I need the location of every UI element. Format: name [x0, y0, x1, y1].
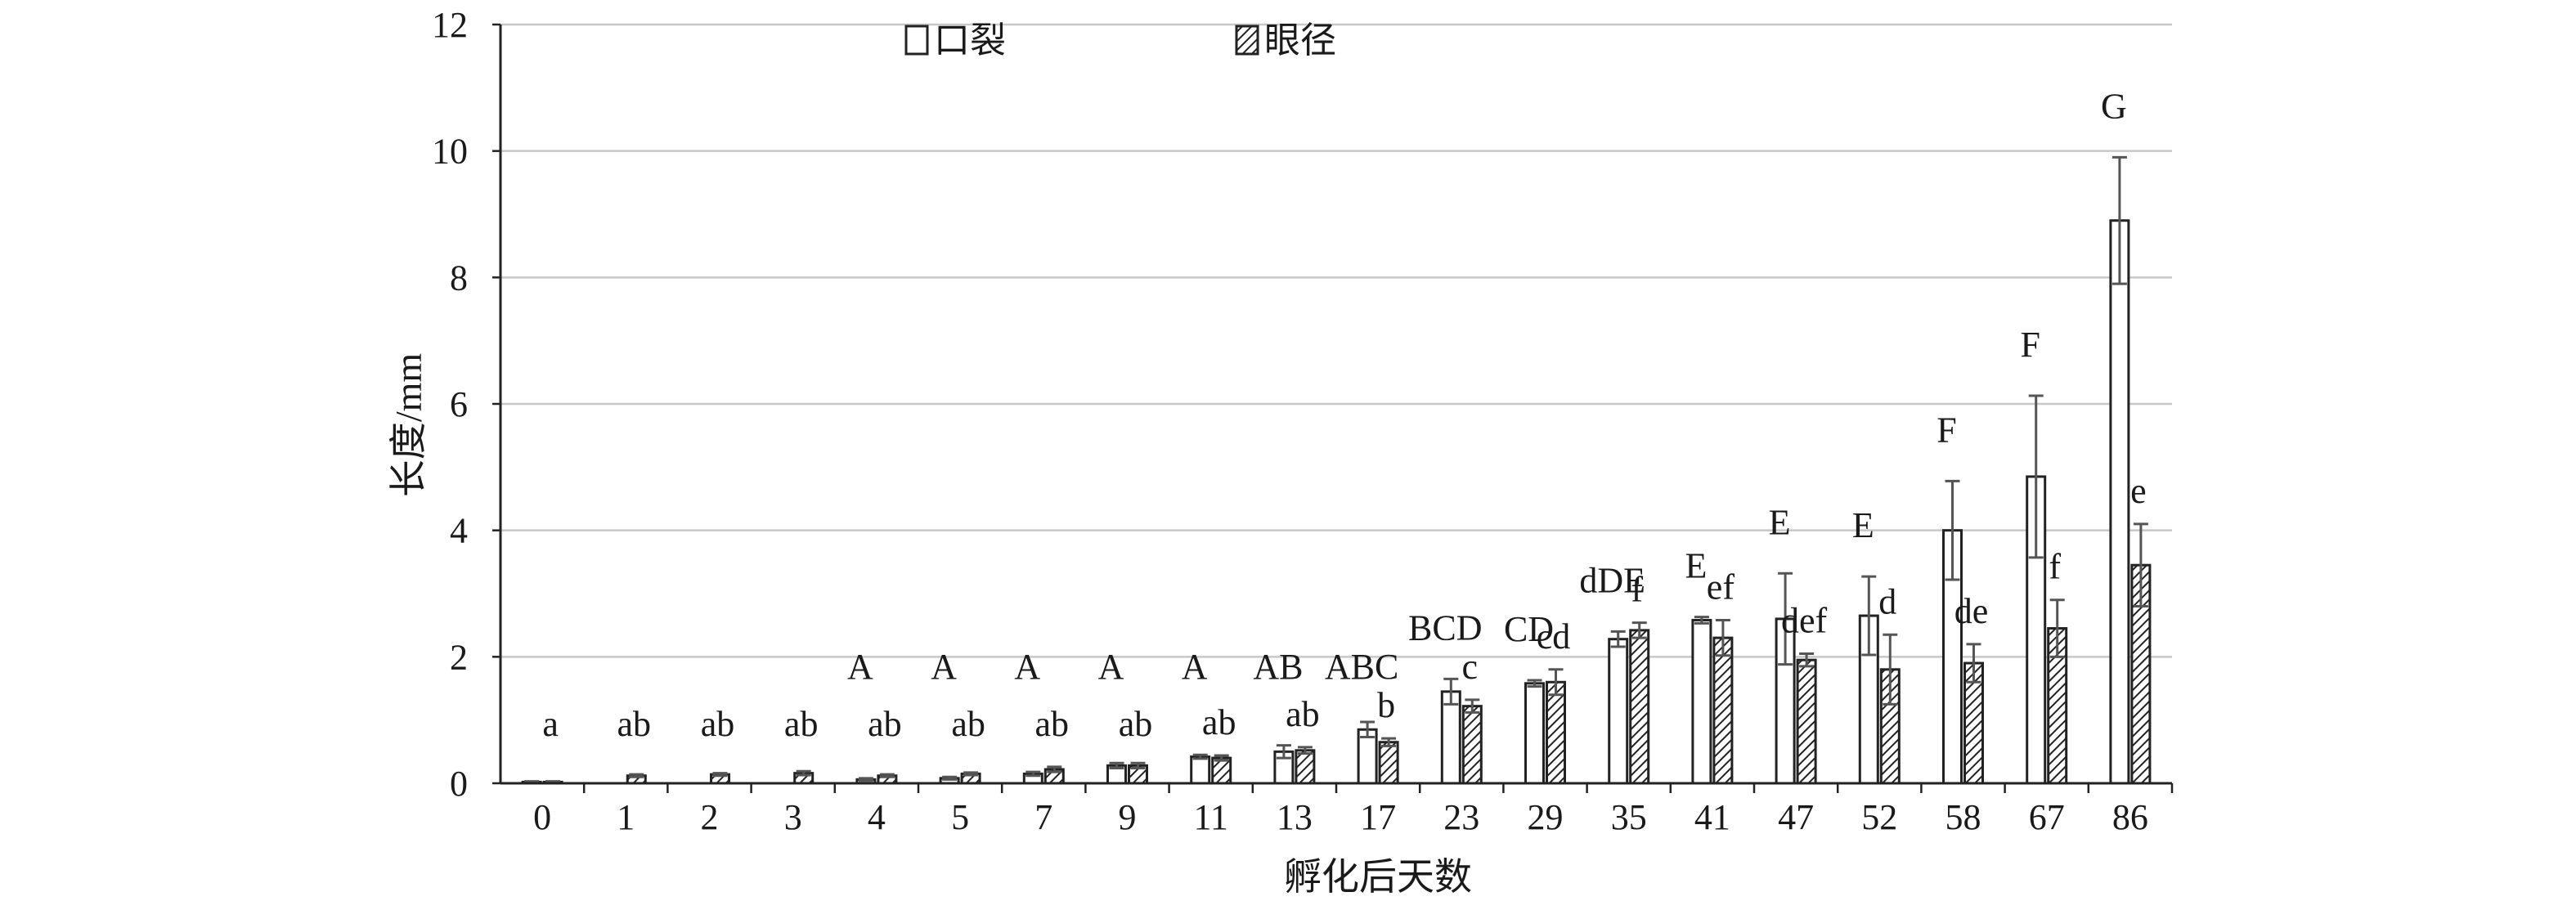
x-tick-label: 17	[1360, 797, 1396, 837]
label-yanjing: def	[1781, 600, 1828, 640]
bar-yanjing	[1546, 680, 1566, 785]
label-kouli: F	[2020, 325, 2040, 365]
label-kouli: E	[1852, 505, 1874, 545]
label-kouli: A	[847, 647, 873, 687]
label-yanjing: de	[1954, 591, 1989, 631]
y-tick-label: 0	[450, 764, 468, 804]
bar-yanjing	[1295, 749, 1316, 785]
label-yanjing: ab	[868, 704, 902, 744]
label-kouli: G	[2101, 86, 2127, 126]
label-yanjing: f	[2049, 547, 2061, 587]
label-kouli: A	[1014, 647, 1040, 687]
label-yanjing: b	[1377, 685, 1395, 725]
bar-kouli	[2109, 219, 2130, 785]
x-tick-label: 3	[784, 797, 802, 837]
bar-yanjing	[1629, 629, 1650, 785]
bar-kouli	[1524, 682, 1545, 785]
y-tick-label: 12	[432, 5, 468, 45]
x-tick-label: 23	[1443, 797, 1479, 837]
bar-kouli	[1691, 618, 1712, 785]
label-kouli: A	[1182, 647, 1208, 687]
error-bars	[524, 155, 2148, 784]
x-tick-label: 4	[868, 797, 886, 837]
bar-kouli	[1190, 755, 1211, 785]
label-yanjing: f	[1631, 570, 1643, 610]
label-kouli: dDE	[1579, 560, 1645, 600]
label-yanjing: a	[542, 704, 559, 744]
bar-yanjing	[1378, 741, 1399, 785]
label-kouli: CD	[1504, 609, 1554, 649]
x-tick-label: 2	[701, 797, 719, 837]
x-tick-label: 67	[2029, 797, 2065, 837]
grid-lines	[500, 23, 2172, 658]
x-tick-label: 52	[1861, 797, 1897, 837]
label-yanjing: cd	[1537, 616, 1571, 657]
bar-kouli	[1608, 638, 1629, 785]
label-kouli: F	[1936, 410, 1956, 450]
x-axis-title: 孵化后天数	[1284, 856, 1472, 898]
bars	[521, 219, 2152, 785]
bar-yanjing	[1796, 658, 1817, 785]
legend-label-kouli: 口裂	[934, 20, 1006, 61]
label-kouli: E	[1685, 546, 1707, 586]
label-yanjing: ab	[1286, 694, 1320, 734]
x-tick-label: 11	[1194, 797, 1228, 837]
label-yanjing: d	[1878, 581, 1896, 621]
label-yanjing: c	[1462, 647, 1479, 687]
legend: 口裂 眼径	[904, 20, 1336, 61]
bar-yanjing	[1712, 636, 1734, 785]
x-tick-label: 86	[2112, 797, 2148, 837]
label-yanjing: ab	[1119, 704, 1153, 744]
x-tick-label: 35	[1611, 797, 1647, 837]
x-tick-label: 47	[1778, 797, 1814, 837]
bar-yanjing	[1211, 756, 1232, 785]
label-yanjing: ab	[617, 704, 652, 744]
significance-labels: a ab ab abAabAabAabAabAabABabABCbBCDcCDcddD…	[542, 86, 2146, 744]
label-kouli: ABC	[1325, 647, 1398, 687]
y-tick-label: 6	[450, 384, 468, 424]
label-yanjing: ab	[1035, 704, 1070, 744]
label-yanjing: ab	[701, 704, 735, 744]
label-kouli: A	[1098, 647, 1124, 687]
label-kouli: E	[1769, 502, 1791, 542]
x-tick-label: 5	[951, 797, 969, 837]
legend-swatch-kouli	[904, 25, 929, 56]
legend-label-yanjing: 眼径	[1264, 20, 1336, 61]
x-tick-label: 58	[1945, 797, 1981, 837]
label-kouli: BCD	[1408, 607, 1482, 648]
x-tick-label: 13	[1277, 797, 1313, 837]
y-tick-label: 8	[450, 258, 468, 298]
x-tick-label: 29	[1528, 797, 1564, 837]
legend-swatch-yanjing	[1235, 25, 1259, 56]
x-tick-label: 0	[533, 797, 551, 837]
label-yanjing: ef	[1707, 567, 1735, 607]
label-yanjing: e	[2130, 471, 2147, 511]
label-yanjing: ab	[1202, 702, 1236, 742]
y-tick-label: 4	[450, 511, 468, 551]
label-yanjing: ab	[951, 704, 985, 744]
y-tick-label: 2	[450, 637, 468, 677]
x-tick-label: 7	[1034, 797, 1052, 837]
label-kouli: A	[931, 647, 957, 687]
bar-yanjing	[1461, 705, 1483, 785]
y-axis-title: 长度/mm	[388, 353, 429, 498]
y-tick-label: 10	[432, 132, 468, 172]
x-tick-label: 1	[617, 797, 635, 837]
label-kouli: AB	[1253, 647, 1303, 687]
x-tick-label: 41	[1694, 797, 1730, 837]
label-yanjing: ab	[784, 704, 819, 744]
x-tick-label: 9	[1119, 797, 1137, 837]
